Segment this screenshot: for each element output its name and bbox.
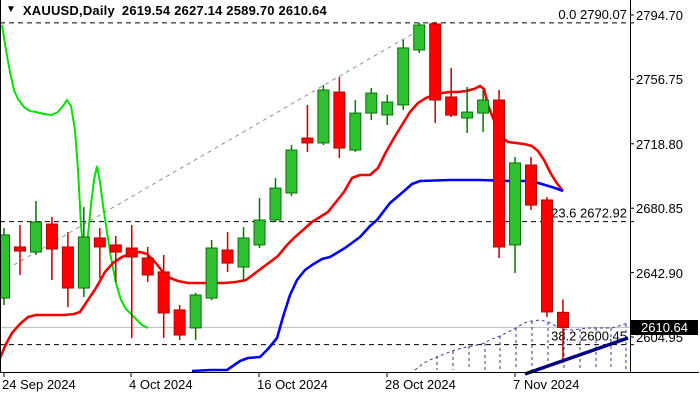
candle-body — [205, 247, 218, 299]
candle-body — [301, 137, 314, 144]
fib-level-label: 0.0 2790.07 — [558, 7, 627, 22]
symbol-title: XAUUSD,Daily — [22, 2, 115, 18]
candle-body — [556, 311, 569, 328]
blue-ma-line — [191, 178, 564, 373]
candle-body — [397, 47, 410, 106]
fib-level-label: 38.2 2600.45 — [551, 329, 627, 344]
candle-body — [13, 246, 26, 252]
candle-body — [237, 237, 250, 268]
candle-body — [285, 149, 298, 194]
candle-body — [269, 187, 282, 221]
green-indicator-line — [1, 24, 149, 329]
fib-level-label: 23.6 2672.92 — [551, 206, 627, 221]
candle-body — [0, 234, 10, 299]
candle-body — [93, 237, 106, 248]
candle-body — [45, 223, 58, 250]
candle-body — [29, 221, 42, 253]
candle-body — [349, 112, 362, 151]
candle-body — [381, 101, 394, 116]
candle-body — [125, 247, 138, 258]
candle-body — [525, 164, 538, 206]
candle-body — [477, 99, 490, 114]
candle-body — [540, 199, 553, 313]
candle-body — [173, 309, 186, 336]
candle-body — [61, 246, 74, 289]
candle-body — [253, 219, 266, 246]
candle-body — [317, 89, 330, 144]
candle-body — [109, 244, 122, 253]
candle-body — [221, 249, 234, 264]
navy-trendline — [524, 336, 629, 376]
cloud-boundary — [414, 319, 629, 371]
candle-body — [445, 96, 458, 116]
candle-body — [493, 99, 506, 248]
candle-body — [157, 271, 170, 314]
candle-body — [189, 294, 202, 329]
candle-body — [365, 92, 378, 114]
candle-body — [509, 162, 522, 246]
ohlc-quotes: 2619.54 2627.14 2589.70 2610.64 — [121, 2, 327, 18]
red-ma-line — [0, 84, 565, 359]
trendline-dashed — [0, 21, 434, 274]
candle-body — [77, 236, 90, 289]
chevron-down-icon[interactable]: ▼ — [6, 4, 16, 15]
candle-body — [429, 23, 442, 101]
chart-title-bar[interactable]: ▼ XAUUSD,Daily 2619.54 2627.14 2589.70 2… — [6, 2, 327, 18]
candle-body — [141, 257, 154, 276]
candle-body — [461, 111, 474, 119]
candle-body — [413, 24, 426, 51]
current-price-badge: 2610.64 — [631, 319, 698, 335]
candle-body — [333, 91, 346, 149]
